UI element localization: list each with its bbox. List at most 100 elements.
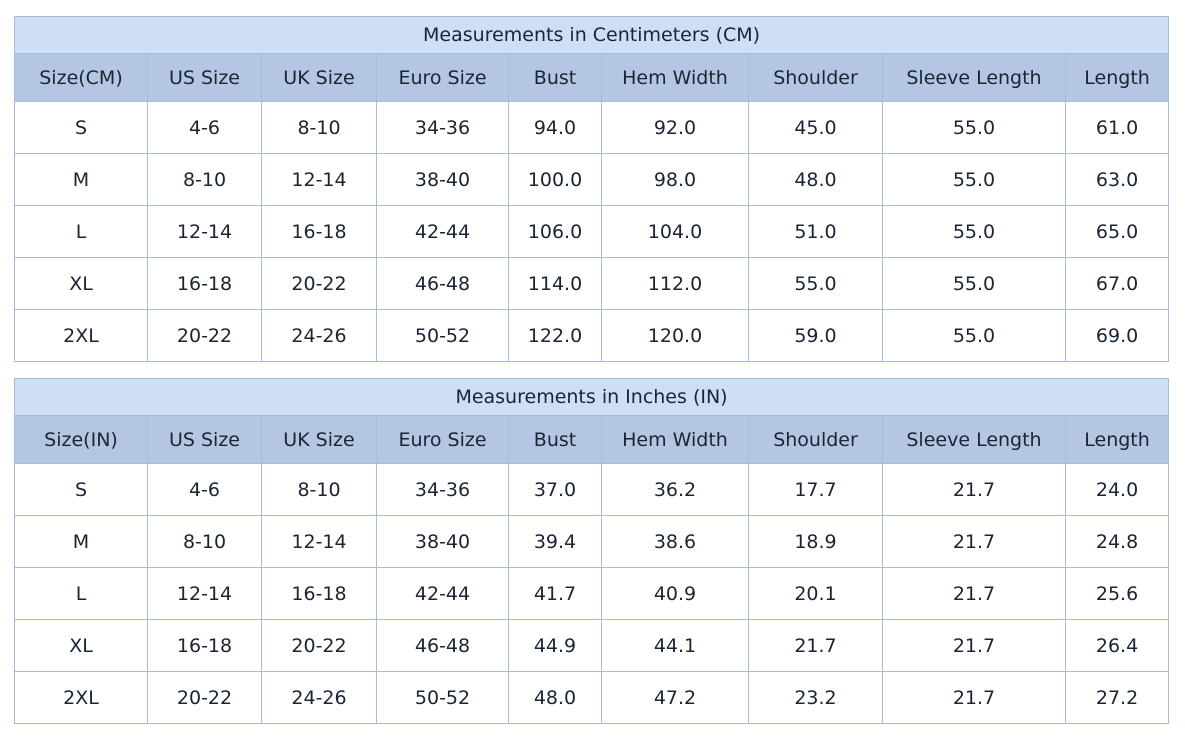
table-cell: 12-14 — [147, 567, 262, 620]
table-row-2xl: 2XL 20-22 24-26 50-52 48.0 47.2 23.2 21.… — [14, 671, 1170, 724]
table-cell: 51.0 — [748, 205, 883, 258]
column-header-hem-width: Hem Width — [601, 53, 749, 102]
table-cell: 65.0 — [1064, 205, 1170, 258]
table-cell: 16-18 — [147, 257, 262, 310]
table-cell: 24-26 — [261, 671, 377, 724]
column-header-length: Length — [1064, 53, 1170, 102]
column-header-shoulder: Shoulder — [748, 415, 883, 464]
table-cell: L — [14, 567, 148, 620]
table-cell: 69.0 — [1064, 309, 1170, 362]
table-row-m: M 8-10 12-14 38-40 39.4 38.6 18.9 21.7 2… — [14, 515, 1170, 568]
cm-table-title-row: Measurements in Centimeters (CM) — [13, 16, 1170, 54]
column-header-uk-size: UK Size — [261, 53, 377, 102]
column-header-hem-width: Hem Width — [601, 415, 749, 464]
column-header-euro-size: Euro Size — [376, 415, 509, 464]
column-header-bust: Bust — [508, 53, 602, 102]
table-cell: 17.7 — [748, 463, 883, 516]
table-cell: 34-36 — [376, 101, 509, 154]
table-cell: 25.6 — [1064, 567, 1170, 620]
table-cell: 48.0 — [748, 153, 883, 206]
table-cell: 37.0 — [508, 463, 602, 516]
table-cell: 12-14 — [261, 153, 377, 206]
column-header-us-size: US Size — [147, 415, 262, 464]
table-cell: 26.4 — [1064, 619, 1170, 672]
table-row-s: S 4-6 8-10 34-36 94.0 92.0 45.0 55.0 61.… — [14, 101, 1170, 154]
table-cell: 24-26 — [261, 309, 377, 362]
table-row-s: S 4-6 8-10 34-36 37.0 36.2 17.7 21.7 24.… — [14, 463, 1170, 516]
table-row-l: L 12-14 16-18 42-44 41.7 40.9 20.1 21.7 … — [14, 567, 1170, 620]
cm-size-table: Measurements in Centimeters (CM) Size(CM… — [13, 16, 1170, 362]
table-row-xl: XL 16-18 20-22 46-48 114.0 112.0 55.0 55… — [14, 257, 1170, 310]
column-header-uk-size: UK Size — [261, 415, 377, 464]
table-cell: 47.2 — [601, 671, 749, 724]
table-cell: 20-22 — [261, 619, 377, 672]
table-cell: 55.0 — [882, 101, 1066, 154]
table-cell: 38.6 — [601, 515, 749, 568]
column-header-shoulder: Shoulder — [748, 53, 883, 102]
table-cell: 104.0 — [601, 205, 749, 258]
table-cell: 21.7 — [882, 619, 1066, 672]
column-header-sleeve-length: Sleeve Length — [882, 415, 1066, 464]
table-cell: XL — [14, 619, 148, 672]
table-cell: 8-10 — [147, 515, 262, 568]
table-cell: 8-10 — [261, 101, 377, 154]
table-cell: 120.0 — [601, 309, 749, 362]
cm-table-header-row: Size(CM) US Size UK Size Euro Size Bust … — [14, 53, 1170, 102]
in-table-title-row: Measurements in Inches (IN) — [13, 378, 1170, 416]
table-cell: 16-18 — [261, 567, 377, 620]
table-cell: 46-48 — [376, 257, 509, 310]
table-cell: 94.0 — [508, 101, 602, 154]
table-cell: XL — [14, 257, 148, 310]
table-cell: 20-22 — [261, 257, 377, 310]
table-cell: 112.0 — [601, 257, 749, 310]
column-header-length: Length — [1064, 415, 1170, 464]
table-cell: 92.0 — [601, 101, 749, 154]
table-cell: 122.0 — [508, 309, 602, 362]
table-cell: 36.2 — [601, 463, 749, 516]
column-header-size: Size(IN) — [14, 415, 148, 464]
table-cell: 59.0 — [748, 309, 883, 362]
table-cell: 16-18 — [147, 619, 262, 672]
table-cell: 21.7 — [748, 619, 883, 672]
table-cell: 21.7 — [882, 515, 1066, 568]
table-cell: S — [14, 463, 148, 516]
table-cell: 38-40 — [376, 153, 509, 206]
table-cell: 24.0 — [1064, 463, 1170, 516]
table-cell: 61.0 — [1064, 101, 1170, 154]
table-cell: 63.0 — [1064, 153, 1170, 206]
table-cell: 24.8 — [1064, 515, 1170, 568]
table-cell: L — [14, 205, 148, 258]
table-cell: 114.0 — [508, 257, 602, 310]
table-cell: 45.0 — [748, 101, 883, 154]
table-cell: 4-6 — [147, 463, 262, 516]
table-row-xl: XL 16-18 20-22 46-48 44.9 44.1 21.7 21.7… — [14, 619, 1170, 672]
column-header-us-size: US Size — [147, 53, 262, 102]
table-row-m: M 8-10 12-14 38-40 100.0 98.0 48.0 55.0 … — [14, 153, 1170, 206]
table-row-2xl: 2XL 20-22 24-26 50-52 122.0 120.0 59.0 5… — [14, 309, 1170, 362]
table-cell: 23.2 — [748, 671, 883, 724]
table-cell: 48.0 — [508, 671, 602, 724]
table-cell: 21.7 — [882, 463, 1066, 516]
table-cell: 12-14 — [147, 205, 262, 258]
table-cell: 44.1 — [601, 619, 749, 672]
column-header-bust: Bust — [508, 415, 602, 464]
table-cell: 34-36 — [376, 463, 509, 516]
table-cell: 55.0 — [882, 153, 1066, 206]
table-cell: 42-44 — [376, 205, 509, 258]
table-cell: M — [14, 515, 148, 568]
table-cell: 67.0 — [1064, 257, 1170, 310]
column-header-sleeve-length: Sleeve Length — [882, 53, 1066, 102]
table-cell: 50-52 — [376, 309, 509, 362]
table-cell: 44.9 — [508, 619, 602, 672]
table-cell: 39.4 — [508, 515, 602, 568]
table-cell: 55.0 — [882, 205, 1066, 258]
table-cell: 16-18 — [261, 205, 377, 258]
table-cell: 20.1 — [748, 567, 883, 620]
table-cell: 8-10 — [147, 153, 262, 206]
table-cell: 106.0 — [508, 205, 602, 258]
table-cell: 42-44 — [376, 567, 509, 620]
cm-table-title: Measurements in Centimeters (CM) — [13, 16, 1170, 54]
table-cell: 41.7 — [508, 567, 602, 620]
in-table-header-row: Size(IN) US Size UK Size Euro Size Bust … — [14, 415, 1170, 464]
